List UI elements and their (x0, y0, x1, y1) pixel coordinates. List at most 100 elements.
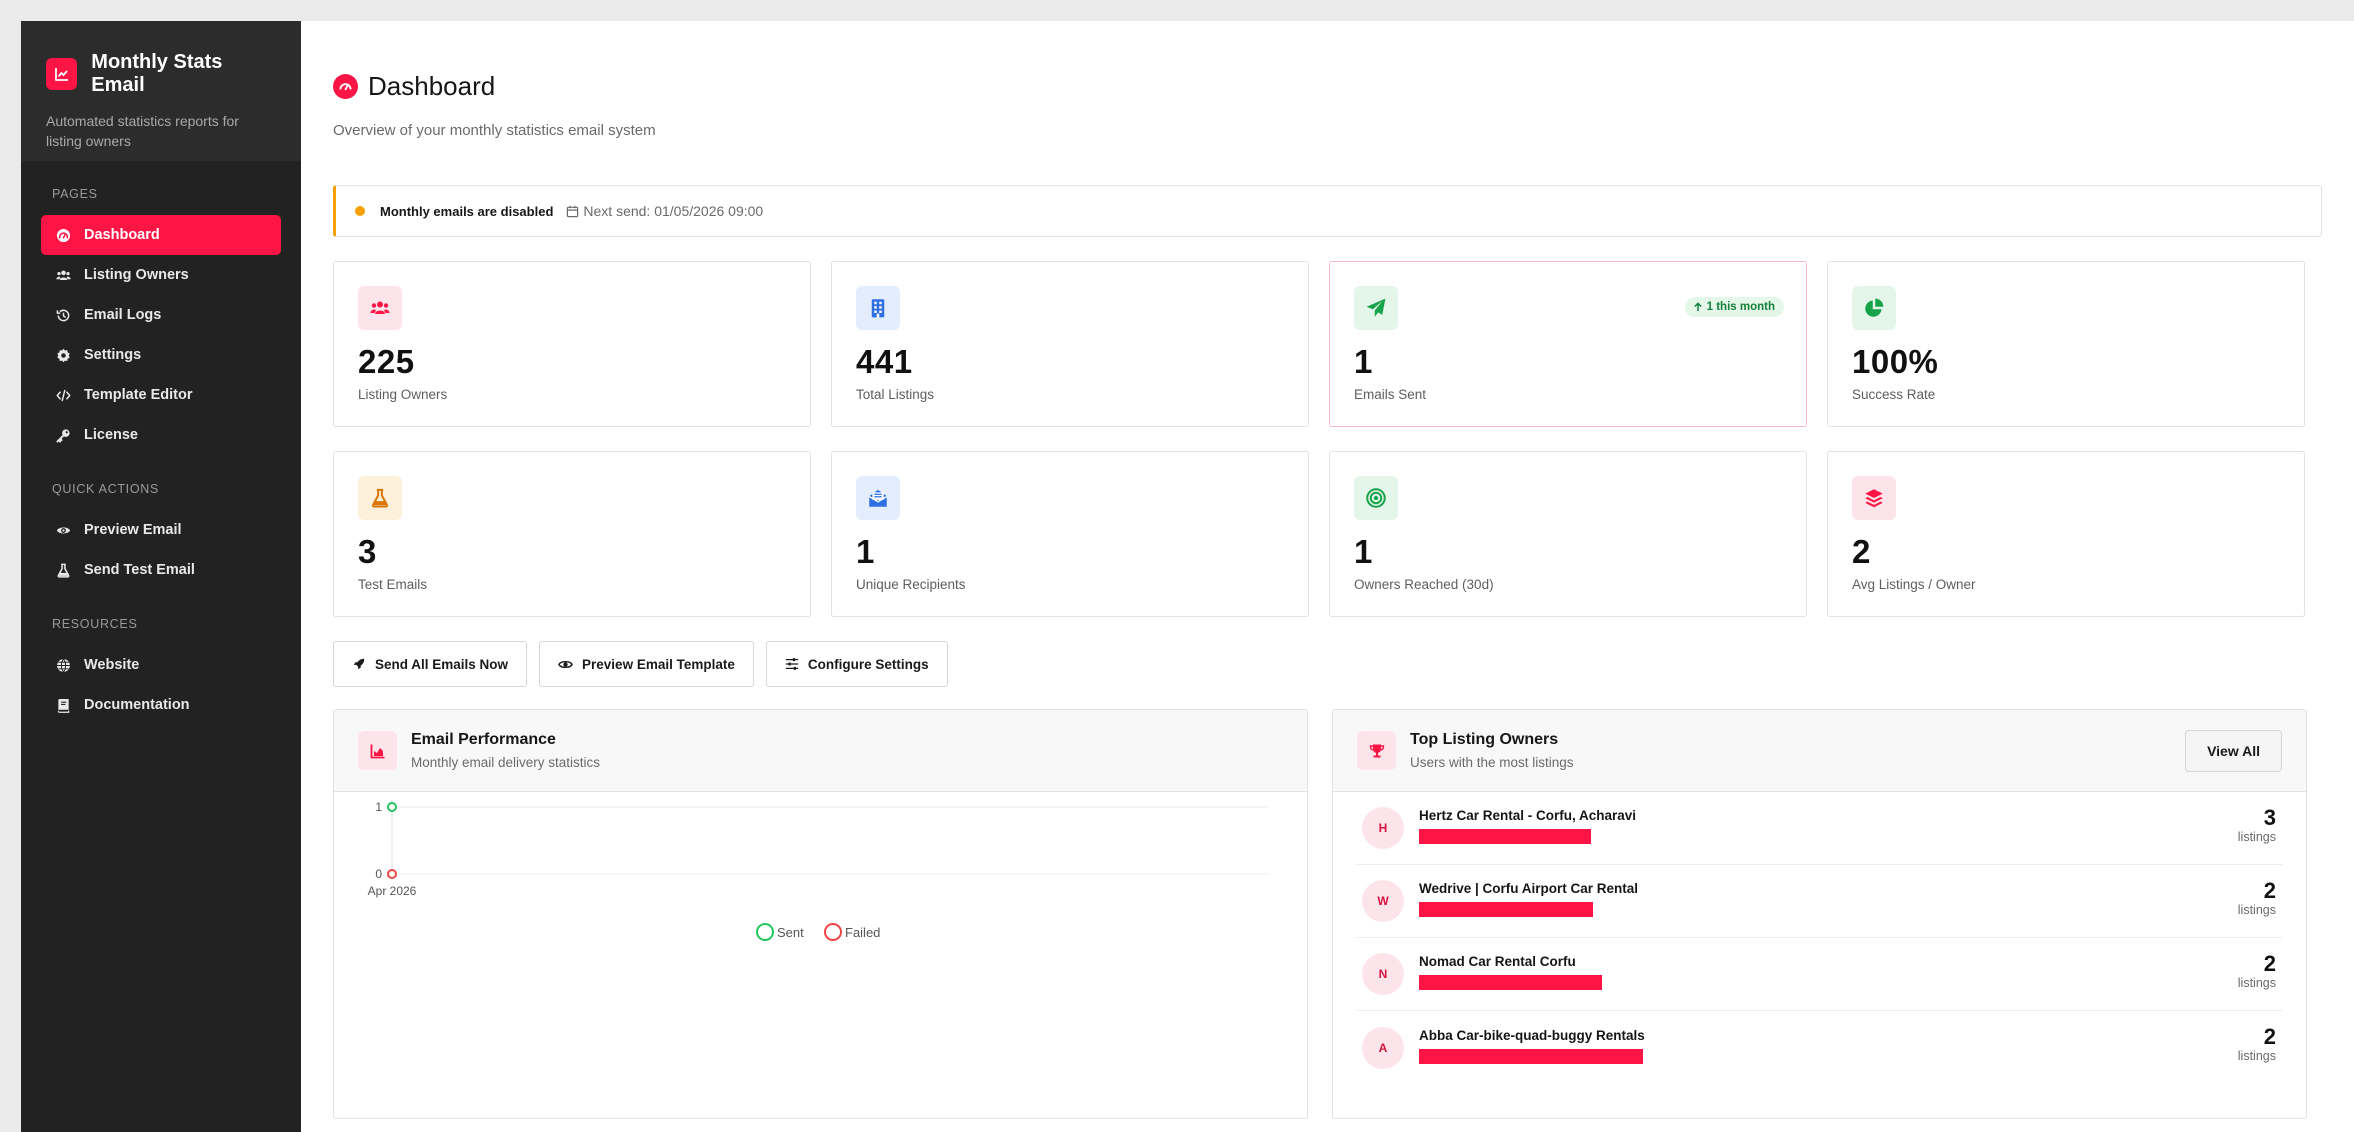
stat-card: 225 Listing Owners (333, 261, 811, 427)
building-icon (856, 286, 900, 330)
listing-count-value: 2 (2263, 1024, 2276, 1049)
view-all-button[interactable]: View All (2185, 730, 2282, 772)
y-tick-label: 1 (375, 800, 382, 814)
sidebar-item-label: Listing Owners (84, 267, 189, 283)
eye-icon (558, 660, 573, 668)
stat-label: Test Emails (358, 577, 428, 592)
stat-label: Emails Sent (1354, 387, 1427, 402)
action-bar: Send All Emails Now Preview Email Templa… (333, 641, 2322, 687)
listing-count: 2 listings (2238, 879, 2276, 918)
arrow-up-icon (1693, 302, 1702, 311)
top-owners-panel: Top Listing Owners Users with the most l… (1332, 709, 2307, 1119)
owner-name: Wedrive | Corfu Airport Car Rental (1419, 881, 1639, 896)
stat-card: 1 Emails Sent 1 this month (1329, 261, 1807, 427)
sidebar-item-email-logs[interactable]: Email Logs (41, 295, 281, 335)
preview-template-button[interactable]: Preview Email Template (539, 641, 754, 687)
panel-subtitle: Users with the most listings (1410, 755, 1574, 770)
nav-section: PAGES Dashboard Listing Owners Email Logs Se… (21, 187, 301, 455)
y-tick-label: 0 (375, 867, 382, 881)
envelope-open-icon (856, 476, 900, 520)
owner-name: Abba Car-bike-quad-buggy Rentals (1419, 1027, 1645, 1043)
panel-title: Top Listing Owners (1410, 731, 1559, 748)
status-alert: Monthly emails are disabled Next send: 0… (333, 185, 2322, 237)
alert-next-send: Next send: 01/05/2026 09:00 (583, 203, 764, 219)
list-item[interactable]: H Hertz Car Rental - Corfu, Acharavi 3 list… (1357, 792, 2282, 865)
redacted-email (1419, 829, 1591, 844)
flask-icon (358, 476, 402, 520)
sidebar-item-label: Settings (84, 347, 142, 363)
stat-label: Listing Owners (358, 387, 448, 402)
sidebar-item-template-editor[interactable]: Template Editor (41, 375, 281, 415)
page-title: Dashboard (368, 71, 496, 101)
avatar: N (1362, 953, 1404, 995)
sidebar-item-license[interactable]: License (41, 415, 281, 455)
send-all-label: Send All Emails Now (375, 656, 509, 672)
sidebar-item-send-test-email[interactable]: Send Test Email (41, 550, 281, 590)
nav-section: RESOURCES Website Documentation (21, 617, 301, 725)
listing-count-value: 2 (2263, 951, 2276, 976)
stat-value: 3 (358, 533, 377, 570)
stat-card: 1 Unique Recipients (831, 451, 1309, 617)
stat-card: 441 Total Listings (831, 261, 1309, 427)
alert-status-text: Monthly emails are disabled (380, 203, 554, 219)
list-item[interactable]: N Nomad Car Rental Corfu 2 listings (1357, 938, 2282, 1011)
panel-title: Email Performance (411, 731, 556, 748)
avatar: H (1362, 807, 1404, 849)
sidebar-item-dashboard[interactable]: Dashboard (41, 215, 281, 255)
code-icon (55, 387, 71, 403)
stat-card: 100% Success Rate (1827, 261, 2305, 427)
listing-count: 3 listings (2237, 805, 2276, 845)
chart-line-icon (46, 58, 78, 90)
eye-icon (55, 522, 71, 538)
target-icon (1354, 476, 1398, 520)
sidebar-item-label: Documentation (84, 697, 190, 713)
sidebar-item-documentation[interactable]: Documentation (41, 685, 281, 725)
trophy-icon (1357, 731, 1396, 770)
send-all-button[interactable]: Send All Emails Now (333, 641, 528, 687)
sidebar-item-label: Dashboard (84, 227, 160, 243)
stat-card: 3 Test Emails (333, 451, 811, 617)
legend-label: Sent (777, 925, 804, 940)
sidebar-item-label: Preview Email (84, 522, 182, 538)
listing-count-unit: listings (2237, 830, 2276, 844)
stat-label: Owners Reached (30d) (1354, 577, 1494, 592)
page-subtitle: Overview of your monthly statistics emai… (333, 122, 656, 139)
sidebar-item-listing-owners[interactable]: Listing Owners (41, 255, 281, 295)
stat-label: Unique Recipients (856, 577, 966, 592)
owner-name: Nomad Car Rental Corfu (1419, 954, 1576, 969)
listing-count: 2 listings (2238, 1024, 2276, 1064)
gear-icon (55, 347, 71, 363)
legend-swatch-failed (824, 923, 842, 941)
nav-section-heading: PAGES (52, 187, 98, 201)
sidebar-item-preview-email[interactable]: Preview Email (41, 510, 281, 550)
preview-template-label: Preview Email Template (582, 656, 735, 672)
avatar: W (1362, 880, 1404, 922)
sidebar-item-website[interactable]: Website (41, 645, 281, 685)
listing-count-value: 3 (2263, 805, 2276, 830)
sidebar: Monthly Stats Email Automated statistics… (21, 21, 301, 1132)
stat-value: 1 (1354, 533, 1373, 570)
stat-value: 2 (1852, 533, 1871, 570)
list-item[interactable]: W Wedrive | Corfu Airport Car Rental 2 list… (1357, 865, 2282, 938)
book-icon (55, 697, 71, 713)
stat-value: 225 (358, 343, 415, 380)
redacted-email (1419, 1048, 1643, 1064)
brand: Monthly Stats Email Automated statistics… (21, 21, 301, 161)
users-icon (358, 286, 402, 330)
sidebar-item-label: Website (84, 657, 140, 673)
owner-list: H Hertz Car Rental - Corfu, Acharavi 3 list… (1333, 792, 2306, 1084)
sidebar-item-settings[interactable]: Settings (41, 335, 281, 375)
status-badge: 1 this month (1684, 297, 1784, 317)
nav-section-heading: QUICK ACTIONS (52, 482, 160, 496)
flask-icon (55, 562, 71, 578)
avatar: A (1362, 1026, 1404, 1069)
email-performance-panel: Email Performance Monthly email delivery… (333, 709, 1308, 1119)
stat-value: 100% (1852, 343, 1939, 380)
stat-label: Avg Listings / Owner (1852, 577, 1976, 592)
key-icon (55, 427, 71, 443)
list-item[interactable]: A Abba Car-bike-quad-buggy Rentals 2 listin… (1357, 1011, 2282, 1084)
gauge-icon (333, 74, 358, 99)
configure-settings-button[interactable]: Configure Settings (765, 641, 948, 687)
sidebar-nav: PAGES Dashboard Listing Owners Email Logs Se… (21, 187, 301, 725)
stat-label: Success Rate (1852, 387, 1936, 402)
